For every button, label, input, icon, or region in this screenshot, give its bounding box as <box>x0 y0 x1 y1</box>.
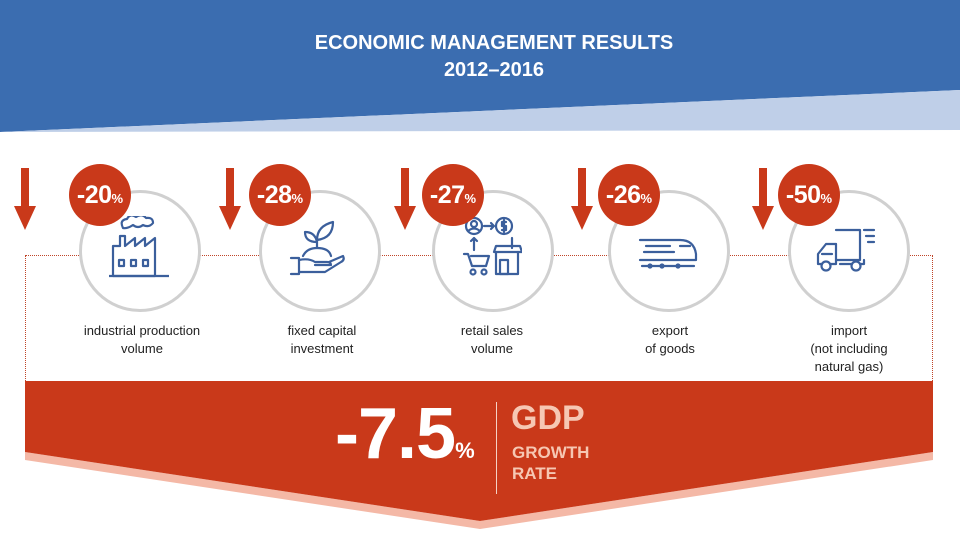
indicator-fixed-capital: -28% fixed capital investment <box>219 160 399 390</box>
indicator-label: fixed capital investment <box>232 322 412 358</box>
title-line-2: 2012–2016 <box>443 59 545 81</box>
badge-unit: % <box>291 191 304 206</box>
badge-unit: % <box>820 191 833 206</box>
label-line: volume <box>471 341 513 356</box>
label-line: of goods <box>645 341 695 356</box>
label-line: fixed capital <box>287 323 357 338</box>
hand-plant-icon <box>289 220 345 276</box>
badge-value: -27 <box>429 181 465 209</box>
badge-value: -28 <box>256 181 292 209</box>
indicator-label: industrial production volume <box>52 322 232 358</box>
down-arrow-icon <box>752 168 774 230</box>
header-banner <box>0 0 960 132</box>
indicator-retail-sales: -27% retail sales volume <box>394 160 574 390</box>
indicator-label: export of goods <box>580 322 760 358</box>
gdp-unit: % <box>455 438 475 463</box>
indicator-label: retail sales volume <box>402 322 582 358</box>
indicator-industrial-production: -20% industrial production volume <box>14 160 201 390</box>
label-line: investment <box>290 341 354 356</box>
gdp-word: GDP <box>511 399 585 437</box>
gdp-divider <box>496 402 497 494</box>
down-arrow-icon <box>219 168 241 230</box>
badge-unit: % <box>464 191 477 206</box>
percent-badge: -27% <box>422 164 484 226</box>
train-icon <box>638 238 698 269</box>
label-line: volume <box>121 341 163 356</box>
percent-badge: -28% <box>249 164 311 226</box>
badge-value: -26 <box>605 181 641 209</box>
percent-badge: -20% <box>69 164 131 226</box>
badge-unit: % <box>111 191 124 206</box>
label-line: retail sales <box>460 323 524 338</box>
badge-value: -20 <box>76 181 112 209</box>
indicator-export: -26% export of goods <box>571 160 751 390</box>
retail-shop-icon <box>462 216 522 276</box>
gdp-value: -7.5% <box>335 393 475 475</box>
gdp-number: -7.5 <box>335 394 456 474</box>
gdp-subtitle: GROWTH RATE <box>512 442 589 484</box>
down-arrow-icon <box>394 168 416 230</box>
gdp-subtitle-line: GROWTH <box>512 443 590 462</box>
percent-badge: -26% <box>598 164 660 226</box>
title-line-1: ECONOMIC MANAGEMENT RESULTS <box>314 32 674 54</box>
gdp-subtitle-line: RATE <box>512 464 558 483</box>
label-line: industrial production <box>83 323 201 338</box>
label-line: (not including <box>810 341 888 356</box>
indicator-import: -50% import (not including natural gas) <box>752 160 932 390</box>
label-line: import <box>830 323 868 338</box>
down-arrow-icon <box>14 168 36 230</box>
badge-unit: % <box>640 191 653 206</box>
label-line: export <box>651 323 689 338</box>
indicator-label: import (not including natural gas) <box>759 322 939 376</box>
gdp-banner <box>25 381 933 529</box>
page-title: ECONOMIC MANAGEMENT RESULTS 2012–2016 <box>0 30 960 84</box>
delivery-truck-icon <box>816 228 876 272</box>
badge-value: -50 <box>785 181 821 209</box>
label-line: natural gas) <box>814 359 884 374</box>
percent-badge: -50% <box>778 164 840 226</box>
factory-icon <box>109 216 169 278</box>
down-arrow-icon <box>571 168 593 230</box>
